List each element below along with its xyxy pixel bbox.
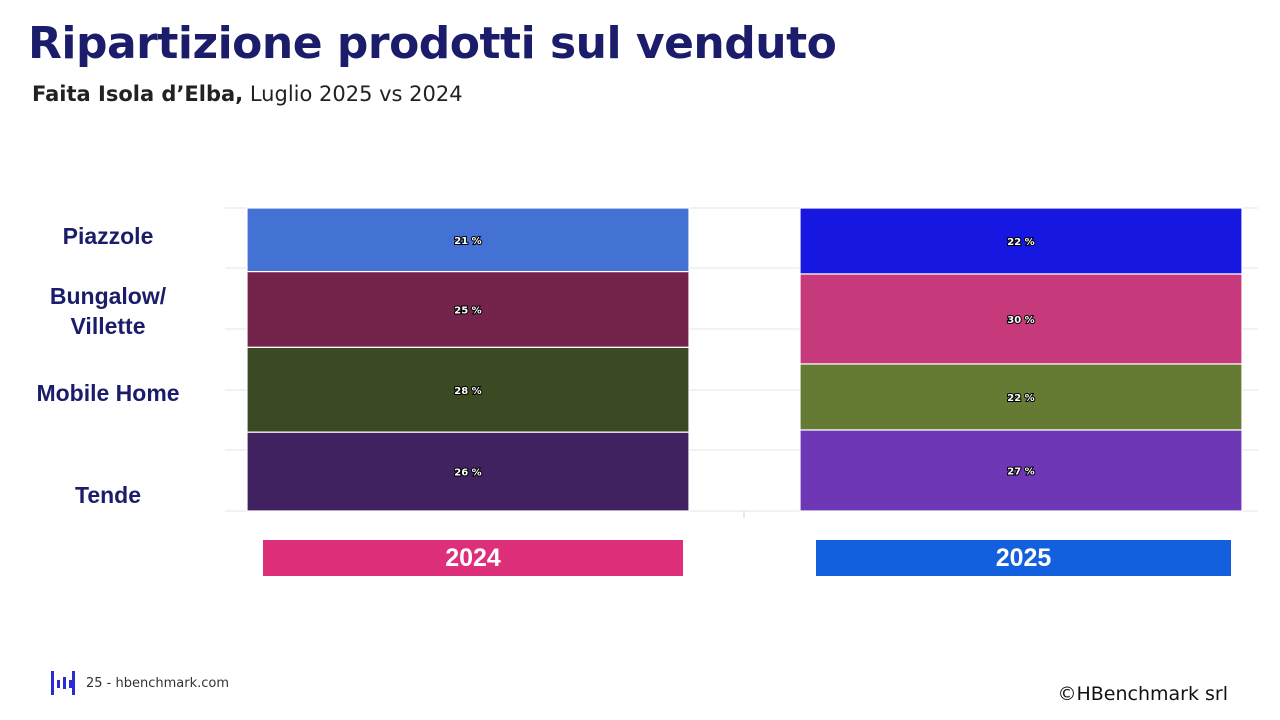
series-label-bungalow-line1: Bungalow/ bbox=[49, 283, 167, 309]
bar-segment-2024-piazzole bbox=[246, 207, 690, 273]
data-label-2025-tende: 27 % bbox=[1007, 467, 1034, 478]
series-label-bungalow: Bungalow/ Villette bbox=[8, 281, 208, 341]
footer-page-info: 25 - hbenchmark.com bbox=[50, 670, 229, 696]
bar-segment-2024-bungalow-villette bbox=[246, 271, 690, 348]
category-label-2024: 2024 bbox=[263, 540, 683, 576]
bar-segment-2025-bungalow-villette bbox=[799, 273, 1243, 365]
data-label-2025-mobile-home: 22 % bbox=[1007, 393, 1034, 404]
subtitle-period: Luglio 2025 vs 2024 bbox=[243, 82, 463, 106]
bar-segment-2024-mobile-home bbox=[246, 346, 690, 433]
series-label-bungalow-line2: Villette bbox=[70, 313, 146, 339]
data-label-2025-piazzole: 22 % bbox=[1007, 237, 1034, 248]
footer-copyright: ©HBenchmark srl bbox=[1057, 683, 1228, 705]
subtitle-location: Faita Isola d’Elba, bbox=[32, 82, 244, 106]
bar-segment-2025-tende bbox=[799, 429, 1243, 512]
data-label-2025-bungalow-villette: 30 % bbox=[1007, 315, 1034, 326]
footer-page-text: 25 - hbenchmark.com bbox=[86, 675, 230, 691]
series-label-tende: Tende bbox=[74, 482, 142, 508]
data-label-2024-tende: 26 % bbox=[454, 468, 481, 479]
data-label-2024-bungalow-villette: 25 % bbox=[454, 306, 481, 317]
series-label-piazzole: Piazzole bbox=[62, 223, 154, 249]
bar-segment-2025-mobile-home bbox=[799, 363, 1243, 431]
bar-segment-2025-piazzole bbox=[799, 207, 1243, 275]
data-label-2024-piazzole: 21 % bbox=[454, 236, 481, 247]
category-label-2025: 2025 bbox=[816, 540, 1231, 576]
page-title: Ripartizione prodotti sul venduto bbox=[28, 18, 837, 69]
bar-segment-2024-tende bbox=[246, 431, 690, 512]
hbenchmark-logo-icon bbox=[51, 671, 75, 695]
series-label-mobile-home: Mobile Home bbox=[36, 380, 180, 406]
page-subtitle: Faita Isola d’Elba, Luglio 2025 vs 2024 bbox=[32, 82, 463, 106]
data-label-2024-mobile-home: 28 % bbox=[454, 386, 481, 397]
